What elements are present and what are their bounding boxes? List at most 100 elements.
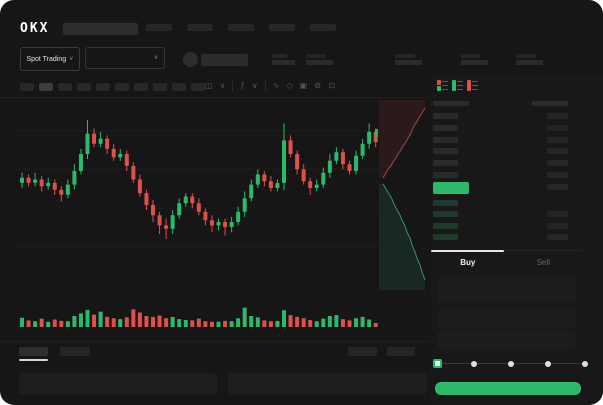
okx-logo: OKX xyxy=(20,21,50,36)
timeframe-button[interactable] xyxy=(191,83,205,91)
candle-body xyxy=(157,215,162,226)
volume-bar xyxy=(105,316,110,327)
volume-bar xyxy=(327,316,332,327)
bottom-tab-active[interactable] xyxy=(19,347,48,356)
orderbook-view-bids-icon[interactable] xyxy=(452,80,464,91)
timeframe-button[interactable] xyxy=(172,83,186,91)
timeframe-button[interactable] xyxy=(77,83,91,91)
tab-sell[interactable]: Sell xyxy=(506,251,582,273)
bid-row-amount[interactable] xyxy=(547,211,568,218)
candle-body xyxy=(196,203,201,212)
candle-body xyxy=(334,152,339,161)
indicators-chevron-icon[interactable]: ∨ xyxy=(251,81,258,90)
order-total-field[interactable] xyxy=(437,331,576,349)
volume-bar xyxy=(78,313,83,327)
nav-item-placeholder[interactable] xyxy=(269,24,295,31)
slider-stop-dot[interactable] xyxy=(545,361,551,367)
candle-body xyxy=(236,211,241,222)
bid-row-price[interactable] xyxy=(433,211,458,218)
timeframe-button[interactable] xyxy=(115,83,129,91)
fullscreen-icon[interactable]: ⊡ xyxy=(328,81,336,90)
orderbook-view-asks-icon[interactable] xyxy=(467,80,479,91)
volume-bar xyxy=(262,320,267,327)
volume-bar xyxy=(373,323,378,327)
market-type-dropdown[interactable]: Spot Trading ∨ xyxy=(20,47,80,71)
ticker-stat-group xyxy=(306,53,336,67)
volume-bar xyxy=(39,318,44,327)
nav-item-placeholder[interactable] xyxy=(228,24,254,31)
ask-row-price[interactable] xyxy=(433,113,458,119)
buy-submit-button[interactable] xyxy=(435,382,581,395)
depth-ask-area xyxy=(379,100,425,178)
tab-buy[interactable]: Buy xyxy=(430,250,506,273)
snapshot-icon[interactable]: ▣ xyxy=(299,81,308,90)
timeframe-button[interactable] xyxy=(58,83,72,91)
buy-tab-label: Buy xyxy=(460,257,476,267)
timeframe-button[interactable] xyxy=(134,83,148,91)
last-price-button[interactable] xyxy=(433,182,469,194)
volume-bar xyxy=(216,321,221,327)
order-price-field[interactable] xyxy=(437,277,576,303)
ask-row-amount[interactable] xyxy=(547,160,568,167)
timeframe-button[interactable] xyxy=(96,83,110,91)
stat-label-skeleton xyxy=(395,54,415,58)
ask-row-amount[interactable] xyxy=(547,172,568,178)
slider-stop-dot[interactable] xyxy=(471,361,477,367)
toolbar-divider xyxy=(0,97,603,98)
candle-body xyxy=(347,164,352,171)
slider-stop-dot[interactable] xyxy=(508,361,514,367)
ticker-stat-group xyxy=(395,53,425,67)
volume-bar xyxy=(282,310,286,327)
nav-item-placeholder[interactable] xyxy=(187,24,213,31)
chart-type-chevron-icon[interactable]: ∨ xyxy=(219,81,226,90)
ask-row-price[interactable] xyxy=(433,160,458,167)
ask-row-price[interactable] xyxy=(433,136,458,143)
order-amount-field[interactable] xyxy=(437,308,576,328)
line-tool-icon[interactable]: ∿ xyxy=(272,81,280,90)
search-input[interactable] xyxy=(63,23,138,35)
volume-bar xyxy=(183,319,188,327)
nav-item-placeholder[interactable] xyxy=(310,24,336,31)
nav-item-placeholder[interactable] xyxy=(146,24,172,31)
ask-row-amount[interactable] xyxy=(547,124,568,131)
ask-row-price[interactable] xyxy=(433,148,458,155)
ask-row-price[interactable] xyxy=(433,124,458,131)
slider-stop-dot[interactable] xyxy=(582,361,588,367)
volume-bar xyxy=(164,318,169,327)
pair-selector-dropdown[interactable]: ∨ xyxy=(85,47,165,69)
bottom-panel-right xyxy=(228,373,427,394)
timeframe-button[interactable] xyxy=(39,83,53,91)
indicators-icon[interactable]: ƒ xyxy=(240,81,245,90)
volume-bar xyxy=(137,312,142,327)
timeframe-button[interactable] xyxy=(20,83,34,91)
bid-row-price[interactable] xyxy=(433,234,458,241)
bottom-tab-2[interactable] xyxy=(60,347,90,356)
stat-value-skeleton xyxy=(461,60,488,65)
volume-bar xyxy=(33,321,38,327)
chart-settings-icon[interactable]: ⚙ xyxy=(314,81,322,90)
candle-body xyxy=(33,179,38,183)
candlestick-chart[interactable] xyxy=(16,98,380,330)
ask-row-price[interactable] xyxy=(433,172,458,178)
draw-tool-icon[interactable]: ◇ xyxy=(286,81,293,90)
ask-row-amount[interactable] xyxy=(547,136,568,143)
bid-row-price[interactable] xyxy=(433,222,458,229)
orderbook-view-both-icon[interactable] xyxy=(437,80,449,91)
candle-body xyxy=(354,155,359,171)
timeframe-button[interactable] xyxy=(153,83,167,91)
bid-row-price[interactable] xyxy=(433,200,458,206)
ask-row-amount[interactable] xyxy=(547,113,568,119)
depth-chart[interactable] xyxy=(379,100,431,290)
bid-row-amount[interactable] xyxy=(547,222,568,229)
chart-type-icon[interactable]: ◫ xyxy=(205,81,213,90)
bottom-link-2[interactable] xyxy=(387,347,415,356)
volume-bar xyxy=(177,319,182,327)
bid-row-amount[interactable] xyxy=(547,234,568,241)
ask-row-amount[interactable] xyxy=(547,148,568,155)
bottom-link-1[interactable] xyxy=(348,347,377,356)
amount-slider-handle[interactable] xyxy=(433,359,442,368)
volume-bar xyxy=(26,320,31,327)
candle-body xyxy=(301,169,306,182)
stat-value-skeleton xyxy=(395,60,422,65)
